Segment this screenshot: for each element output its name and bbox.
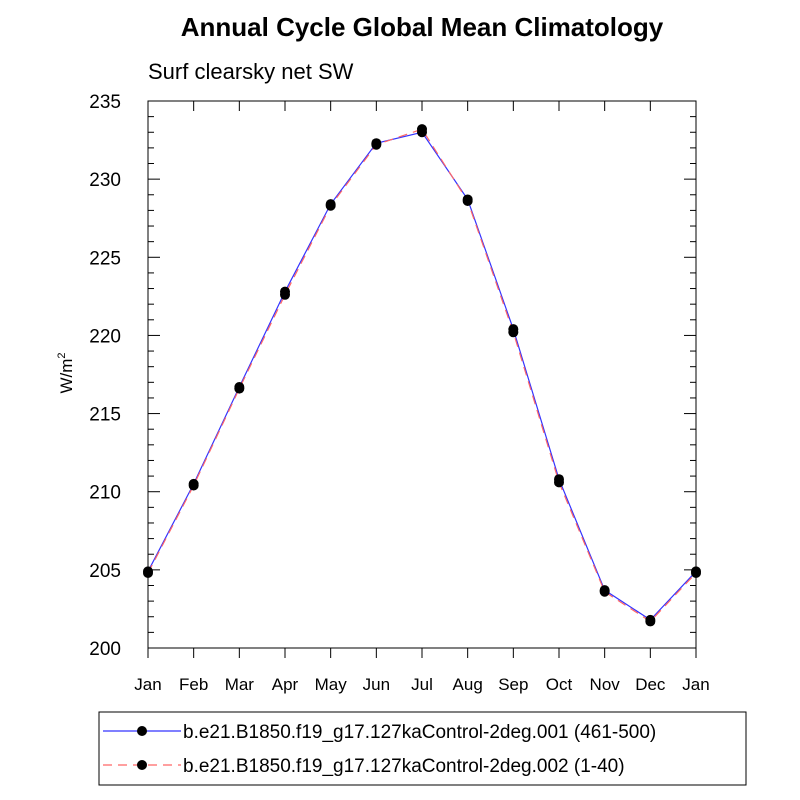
y-tick-labels: 200 205 210 215 220 225 230 235 <box>89 92 121 660</box>
chart-subtitle: Surf clearsky net SW <box>148 59 354 84</box>
y-tick-label: 210 <box>89 483 121 504</box>
x-tick-label: Aug <box>453 675 483 694</box>
x-tick-label: Mar <box>225 675 255 694</box>
y-tick-label: 200 <box>89 639 121 660</box>
series-2-point <box>417 124 427 135</box>
legend-marker-2 <box>137 760 147 770</box>
legend-item-2: b.e21.B1850.f19_g17.127kaControl-2deg.00… <box>103 756 625 777</box>
x-tick-label: Dec <box>635 675 666 694</box>
series-2-point <box>462 196 473 207</box>
y-tick-label: 205 <box>89 561 121 582</box>
legend-marker-1 <box>137 726 147 736</box>
series-line-1 <box>147 131 697 621</box>
x-tick-label: Jan <box>682 675 709 694</box>
series-2-point <box>554 477 564 488</box>
x-tick-labels: Jan Feb Mar Apr May Jun Jul Aug Sep Oct Nov Dec Jan <box>134 675 709 694</box>
x-tick-label: Jun <box>363 675 390 694</box>
legend-label-2: b.e21.B1850.f19_g17.127kaControl-2deg.00… <box>183 756 625 777</box>
chart-title: Annual Cycle Global Mean Climatology <box>181 12 664 42</box>
series-2-point <box>325 200 336 211</box>
x-tick-label: May <box>315 675 348 694</box>
plot-frame <box>147 100 697 649</box>
y-tick-label: 230 <box>89 170 121 191</box>
series-layer <box>143 124 701 627</box>
x-tick-label: Jul <box>411 675 433 694</box>
series-2-point <box>371 139 382 150</box>
legend-label-1: b.e21.B1850.f19_g17.127kaControl-2deg.00… <box>183 722 656 743</box>
x-tick-label: Feb <box>179 675 208 694</box>
series-2-point <box>599 586 610 597</box>
series-2-point <box>508 327 519 338</box>
y-tick-label: 215 <box>89 405 121 426</box>
y-axis-label: W/m2 <box>56 352 76 393</box>
series-2-point <box>645 616 656 627</box>
legend: b.e21.B1850.f19_g17.127kaControl-2deg.00… <box>98 711 747 786</box>
x-tick-label: Oct <box>546 675 573 694</box>
y-tick-label: 225 <box>89 248 121 269</box>
x-tick-label: Apr <box>272 675 299 694</box>
series-line-2 <box>147 128 697 623</box>
x-tick-label: Nov <box>590 675 621 694</box>
y-tick-label: 235 <box>89 92 121 113</box>
x-tick-label: Sep <box>498 675 528 694</box>
series-2-point <box>280 289 290 300</box>
x-tick-label: Jan <box>134 675 161 694</box>
legend-item-1: b.e21.B1850.f19_g17.127kaControl-2deg.00… <box>103 722 656 743</box>
y-tick-label: 220 <box>89 326 121 347</box>
y-axis-label-superscript: 2 <box>56 352 68 358</box>
series-2-point <box>188 480 199 491</box>
axis-ticks <box>147 100 697 658</box>
y-axis-label-text: W/m <box>57 359 76 394</box>
legend-frame <box>98 711 747 786</box>
series-2-point <box>234 383 245 394</box>
